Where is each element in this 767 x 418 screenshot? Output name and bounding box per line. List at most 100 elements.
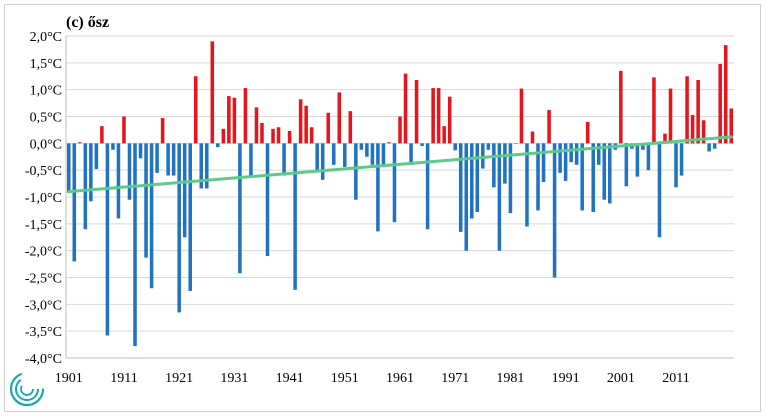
bar-1998 — [602, 143, 607, 200]
bar-1963 — [409, 143, 413, 165]
x-tick-label: 2001 — [607, 371, 635, 386]
bar-1932 — [238, 143, 242, 274]
bar-1947 — [320, 143, 325, 180]
bar-1977 — [486, 143, 491, 150]
bar-2004 — [635, 143, 640, 177]
bar-2007 — [652, 77, 656, 144]
bar-2012 — [679, 143, 684, 176]
bar-1989 — [552, 143, 557, 278]
y-tick-label: 0,5°C — [30, 111, 62, 126]
bar-1951 — [343, 143, 347, 167]
bar-1915 — [144, 143, 148, 258]
bar-2001 — [619, 70, 623, 144]
bar-1982 — [514, 143, 518, 144]
bar-2006 — [646, 143, 651, 171]
bar-1922 — [182, 143, 187, 238]
bar-1980 — [503, 143, 507, 184]
bar-1916 — [149, 143, 154, 289]
bar-1953 — [354, 143, 358, 200]
bar-2002 — [624, 143, 629, 187]
bar-1956 — [370, 143, 375, 165]
bar-1997 — [596, 143, 601, 165]
bar-2021 — [729, 108, 734, 144]
bar-1925 — [199, 143, 204, 189]
bar-1954 — [359, 143, 364, 150]
bar-1905 — [89, 143, 93, 202]
bar-1975 — [475, 143, 480, 213]
bar-1903 — [78, 142, 82, 144]
bar-1991 — [563, 143, 568, 181]
bar-1912 — [127, 143, 132, 200]
bar-1948 — [326, 112, 330, 144]
bar-1911 — [122, 116, 126, 144]
bar-1950 — [337, 92, 342, 144]
bar-1999 — [608, 143, 612, 204]
trend-line-path — [67, 135, 733, 194]
bar-1934 — [249, 143, 253, 176]
x-tick-label: 1921 — [165, 371, 193, 386]
bar-1940 — [282, 143, 286, 176]
bar-1972 — [458, 143, 463, 232]
y-tick-label: 1,5°C — [30, 57, 62, 72]
x-tick-label: 1941 — [276, 371, 304, 386]
bar-1902 — [72, 143, 77, 262]
y-tick-label: -0,5°C — [25, 164, 62, 179]
bar-1913 — [133, 143, 137, 347]
bar-1961 — [398, 116, 402, 144]
bar-1939 — [276, 127, 281, 144]
bar-1990 — [558, 143, 562, 173]
bar-1917 — [155, 143, 159, 173]
bar-2017 — [707, 143, 711, 152]
bar-1984 — [525, 143, 529, 227]
bar-1929 — [221, 128, 226, 144]
bar-1959 — [387, 142, 391, 144]
bar-1945 — [309, 127, 314, 144]
bar-1930 — [227, 96, 231, 144]
bar-1942 — [293, 143, 297, 290]
bar-1938 — [271, 128, 275, 144]
bar-1993 — [574, 143, 579, 165]
bar-1964 — [414, 80, 419, 144]
bar-2014 — [690, 114, 695, 144]
bar-2005 — [641, 143, 645, 150]
bar-1995 — [585, 121, 590, 144]
x-tick-label: 1971 — [441, 371, 469, 386]
bar-1992 — [569, 143, 573, 163]
bar-1994 — [580, 143, 584, 211]
y-tick-label: -2,5°C — [25, 272, 62, 287]
bar-2010 — [668, 88, 673, 144]
bar-2008 — [657, 143, 662, 238]
bar-1914 — [138, 143, 143, 159]
bar-2011 — [674, 143, 678, 188]
bar-1974 — [470, 143, 474, 219]
bar-1910 — [116, 143, 121, 219]
bar-2018 — [712, 143, 717, 149]
bar-1970 — [447, 96, 452, 144]
y-tick-label: -3,0°C — [25, 298, 62, 313]
y-tick-label: 0,0°C — [30, 137, 62, 152]
bar-2015 — [696, 80, 700, 144]
x-tick-label: 1901 — [55, 371, 83, 386]
bar-1981 — [508, 143, 513, 214]
bar-1960 — [392, 143, 397, 223]
bar-1924 — [193, 76, 198, 144]
x-tick-label: 1991 — [552, 371, 580, 386]
bar-2020 — [723, 45, 728, 144]
y-tick-label: 1,0°C — [30, 84, 62, 99]
bar-2019 — [718, 63, 722, 144]
bars — [66, 41, 734, 347]
axes — [65, 36, 734, 359]
bar-1926 — [205, 143, 209, 189]
y-tick-label: -3,5°C — [25, 325, 62, 340]
bar-1962 — [403, 73, 408, 144]
bar-1919 — [166, 143, 170, 176]
y-tick-label: -4,0°C — [25, 352, 62, 367]
bar-1941 — [287, 130, 292, 144]
y-tick-labels: 2,0°C 1,5°C 1,0°C 0,5°C 0,0°C -0,5°C -1,0°C -1,… — [25, 30, 62, 367]
bar-1906 — [94, 143, 99, 170]
x-tick-label: 1951 — [331, 371, 359, 386]
bar-1965 — [420, 143, 424, 147]
bar-1904 — [83, 143, 88, 230]
bar-2009 — [663, 133, 667, 144]
bar-1969 — [442, 126, 446, 144]
